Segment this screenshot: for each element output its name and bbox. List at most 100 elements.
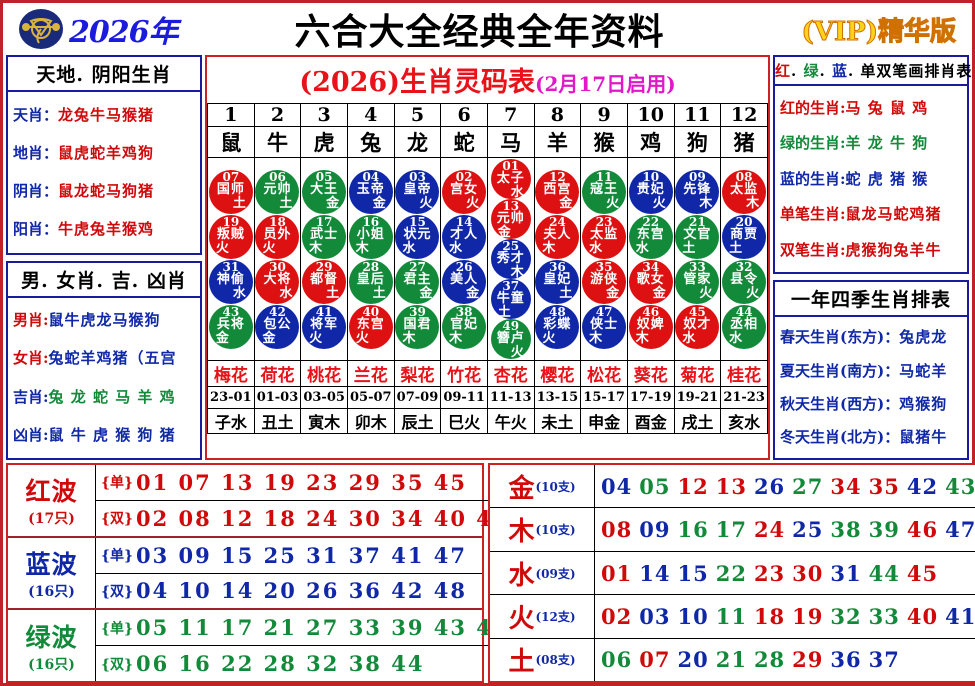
zodiac-ball-43[interactable]: 43 兵将金: [208, 304, 253, 349]
panel-row-4: 阳肖： 牛虎兔羊猴鸡: [13, 218, 195, 241]
col-number-10: 10: [626, 103, 675, 127]
zodiac-ball-15[interactable]: 15 状元水: [395, 214, 440, 259]
zodiac-ball-07[interactable]: 07 国师土: [208, 169, 253, 214]
zodiac-ball-19[interactable]: 19 叛贼火: [208, 214, 253, 259]
ball-number: 29: [315, 259, 333, 274]
wave-lines: {单} 05 11 17 21 27 33 39 43 49 {双} 06 16 22…: [96, 610, 510, 681]
zodiac-ball-38[interactable]: 38 官妃木: [442, 304, 487, 349]
ball-number: 49: [502, 319, 520, 333]
wave-numbers: 03 09 15 25 31 37 41 47: [136, 542, 467, 568]
panel-row-label: 天肖：: [13, 105, 59, 124]
zodiac-ball-26[interactable]: 26 美人金: [442, 259, 487, 304]
zodiac-ball-35[interactable]: 35 游侠金: [582, 259, 627, 304]
col-number-9: 9: [580, 103, 628, 127]
wave-numbers: 06 16 22 28 32 38 44: [136, 651, 425, 677]
flower-cell-5: 梨花: [393, 360, 442, 387]
zodiac-ball-45[interactable]: 45 奴才水: [675, 304, 720, 349]
zodiac-ball-13[interactable]: 13 元帅金: [490, 199, 531, 239]
zodiac-ball-31[interactable]: 31 神偷水: [208, 259, 253, 304]
zodiac-ball-39[interactable]: 39 国君木: [395, 304, 440, 349]
zodiac-ball-22[interactable]: 22 东宫水: [628, 214, 673, 259]
ball-stack: 10 贵妃火 22 东宫水 34 歌女金 46 奴婢木: [628, 169, 674, 349]
ball-word: 大王: [310, 181, 339, 197]
zodiac-ball-30[interactable]: 30 大将水: [255, 259, 300, 304]
zodiac-ball-49[interactable]: 49 簪卢火: [490, 319, 531, 359]
zodiac-ball-16[interactable]: 16 小姐木: [348, 214, 393, 259]
ball-element: 水: [402, 240, 416, 256]
ball-stack: 04 玉帝金 16 小姐木 28 皇后土 40 东宫火: [348, 169, 394, 349]
element-number: 24: [753, 517, 786, 543]
ball-stack: 03 皇帝火 15 状元水 27 君主金 39 国君木: [395, 169, 441, 349]
zodiac-ball-14[interactable]: 14 才人水: [442, 214, 487, 259]
zodiac-ball-33[interactable]: 33 管家火: [675, 259, 720, 304]
zodiac-ball-48[interactable]: 48 彩蝶火: [535, 304, 580, 349]
zodiac-ball-24[interactable]: 24 夫人木: [535, 214, 580, 259]
zodiac-ball-42[interactable]: 42 包公金: [255, 304, 300, 349]
element-number: 03: [639, 603, 671, 629]
wave-group-绿波: 绿波 (16只) {单} 05 11 17 21 27 33 39 43 49 {双} 0…: [8, 610, 510, 682]
zodiac-ball-28[interactable]: 28 皇后土: [348, 259, 393, 304]
zodiac-ball-20[interactable]: 20 商贾土: [722, 214, 767, 259]
zodiac-ball-17[interactable]: 17 武士木: [302, 214, 347, 259]
zodiac-ball-08[interactable]: 08 太监木: [722, 169, 767, 214]
ball-number: 35: [595, 259, 613, 274]
branch-cell-5: 辰土: [393, 408, 442, 434]
zodiac-ball-12[interactable]: 12 西宫金: [535, 169, 580, 214]
zodiac-ball-34[interactable]: 34 歌女金: [628, 259, 673, 304]
zodiac-ball-05[interactable]: 05 大王金: [302, 169, 347, 214]
wave-parity-tag: {单}: [101, 620, 134, 637]
zodiac-ball-29[interactable]: 29 都督土: [302, 259, 347, 304]
element-numbers: 06 07 20 21 28 29 36 37: [595, 639, 975, 681]
zodiac-ball-21[interactable]: 21 文官土: [675, 214, 720, 259]
col-number-8: 8: [533, 103, 582, 127]
zodiac-ball-32[interactable]: 32 县令火: [722, 259, 767, 304]
wave-name: 绿波: [25, 622, 78, 652]
ball-element: 火: [466, 195, 480, 211]
ball-number: 04: [362, 169, 380, 184]
zodiac-ball-06[interactable]: 06 元帅土: [255, 169, 300, 214]
element-number: 02: [601, 603, 633, 629]
ball-number: 16: [362, 214, 380, 229]
zodiac-ball-02[interactable]: 02 宫女火: [442, 169, 487, 214]
zodiac-ball-01[interactable]: 01 太子水: [490, 159, 531, 199]
zodiac-ball-41[interactable]: 41 将军火: [302, 304, 347, 349]
ball-element: 土: [326, 285, 340, 301]
zodiac-ball-27[interactable]: 27 君主金: [395, 259, 440, 304]
zodiac-ball-04[interactable]: 04 玉帝金: [348, 169, 393, 214]
zodiac-ball-23[interactable]: 23 太监水: [582, 214, 627, 259]
branch-cell-11: 戌土: [673, 408, 722, 434]
element-number: 47: [945, 517, 975, 543]
branch-cell-2: 丑土: [253, 408, 302, 434]
zodiac-ball-47[interactable]: 47 侠士木: [582, 304, 627, 349]
ball-element: 水: [635, 240, 649, 256]
ball-word: 员外: [263, 226, 292, 242]
ball-element: 水: [589, 240, 603, 256]
zodiac-ball-10[interactable]: 10 贵妃火: [628, 169, 673, 214]
zodiac-ball-03[interactable]: 03 皇帝火: [395, 169, 440, 214]
ball-word: 贵妃: [636, 181, 665, 197]
zodiac-ball-40[interactable]: 40 东宫火: [348, 304, 393, 349]
ball-element: 木: [635, 330, 649, 346]
zodiac-ball-36[interactable]: 36 皇妃土: [535, 259, 580, 304]
panel-body: 春天生肖(东方)： 兔虎龙 夏天生肖(南方)： 马蛇羊 秋天生肖(西方)： 鸡猴狗 冬天生肖…: [775, 317, 967, 458]
zodiac-ball-46[interactable]: 46 奴婢木: [628, 304, 673, 349]
zodiac-ball-18[interactable]: 18 员外火: [255, 214, 300, 259]
zodiac-ball-09[interactable]: 09 先锋木: [675, 169, 720, 214]
ball-stack: 09 先锋木 21 文官土 33 管家火 45 奴才水: [675, 169, 721, 349]
ball-stack: 12 西宫金 24 夫人木 36 皇妃土 48 彩蝶火: [535, 169, 581, 349]
zodiac-ball-11[interactable]: 11 寇王火: [582, 169, 627, 214]
wave-name: 红波: [25, 477, 78, 507]
element-name-cell: 火 (12支): [490, 595, 595, 638]
ball-element: 木: [510, 265, 524, 280]
zodiac-ball-44[interactable]: 44 丞相水: [722, 304, 767, 349]
element-number: 39: [868, 517, 900, 543]
zodiac-code-table-box: (2026)生肖灵码表(2月17日启用) 1 2 3 4 5 6 7 8 9 10 11 12 鼠牛虎…: [205, 55, 770, 460]
ball-stack: 06 元帅土 18 员外火 30 大将水 42 包公金: [255, 169, 301, 349]
ball-number: 33: [689, 259, 706, 274]
ball-number: 05: [315, 169, 333, 184]
zodiac-ball-25[interactable]: 25 秀才木: [490, 239, 531, 280]
element-number: 30: [792, 560, 824, 586]
zodiac-ball-37[interactable]: 37 牛童土: [490, 279, 531, 320]
ball-element: 土: [497, 305, 511, 320]
ball-number: 32: [735, 259, 753, 274]
